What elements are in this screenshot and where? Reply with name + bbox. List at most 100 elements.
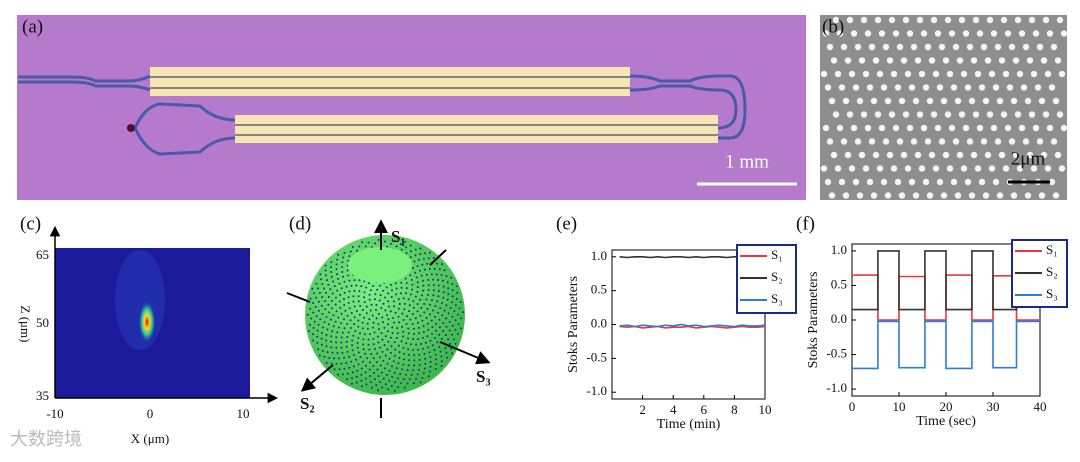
sphere-dot bbox=[359, 332, 361, 335]
sem-dot bbox=[896, 43, 904, 51]
sphere-dot bbox=[392, 360, 395, 363]
sphere-dot bbox=[395, 367, 398, 370]
sem-dot bbox=[898, 192, 906, 199]
sphere-dot bbox=[337, 277, 339, 280]
sphere-dot bbox=[317, 348, 320, 351]
sem-dot bbox=[992, 84, 1000, 91]
sphere-dot bbox=[403, 352, 406, 355]
axes bbox=[286, 219, 491, 418]
sphere-dot bbox=[405, 252, 408, 255]
sphere-dot bbox=[432, 289, 435, 292]
sphere-dot bbox=[343, 298, 345, 300]
sphere-dot bbox=[424, 252, 426, 255]
sphere-dot bbox=[427, 278, 430, 281]
sphere-dot bbox=[408, 304, 411, 307]
sem-dot bbox=[862, 165, 870, 172]
sphere-dot bbox=[353, 323, 356, 325]
sphere-dot bbox=[442, 285, 445, 288]
sphere-dot bbox=[404, 373, 407, 376]
sem-dot bbox=[1004, 30, 1012, 37]
sem-dot bbox=[1060, 124, 1068, 132]
scale-label: 1 mm bbox=[725, 151, 769, 172]
legend-label: S₃ bbox=[771, 291, 783, 306]
sphere-dot bbox=[331, 351, 334, 354]
sphere-dot bbox=[403, 302, 406, 305]
sphere-dot bbox=[325, 361, 328, 364]
sphere-dot bbox=[445, 275, 448, 278]
sphere-dot bbox=[334, 296, 337, 299]
panel-label: (e) bbox=[556, 213, 577, 234]
sem-dot bbox=[916, 111, 924, 118]
sphere-dot bbox=[432, 294, 435, 297]
y-tick-label: 0.5 bbox=[591, 282, 607, 297]
sem-dot bbox=[974, 70, 982, 78]
sphere-dot bbox=[427, 375, 430, 378]
series-line bbox=[852, 320, 1040, 370]
sphere-dot bbox=[368, 368, 371, 371]
sem-dot bbox=[884, 192, 892, 199]
sphere-dot bbox=[406, 369, 409, 372]
sphere-dot bbox=[405, 287, 408, 290]
sphere-dot bbox=[321, 296, 324, 299]
sphere-dot bbox=[328, 311, 331, 314]
sphere-dot bbox=[413, 354, 416, 357]
sphere-dot bbox=[422, 372, 425, 375]
sphere-dot bbox=[384, 383, 387, 386]
sem-dot bbox=[970, 57, 978, 64]
sem-dot bbox=[1008, 43, 1016, 51]
sphere-dot bbox=[375, 361, 378, 364]
sphere-dot bbox=[357, 337, 360, 339]
x-tick-label: 8 bbox=[731, 402, 738, 417]
sphere-dot bbox=[357, 295, 360, 298]
sphere-dot bbox=[419, 253, 422, 256]
sphere-dot bbox=[346, 336, 349, 338]
sphere-dot bbox=[360, 385, 363, 388]
sphere-dot bbox=[443, 309, 446, 312]
sphere-dot bbox=[380, 307, 383, 309]
sphere-dot bbox=[325, 291, 328, 294]
sem-dot bbox=[1032, 124, 1040, 132]
sphere-dot bbox=[345, 285, 348, 288]
sphere-dot bbox=[312, 339, 314, 342]
sphere-dot bbox=[336, 258, 339, 261]
sem-dot bbox=[870, 192, 878, 199]
sphere-dot bbox=[412, 348, 414, 351]
sphere-dot bbox=[421, 294, 424, 297]
sphere-dot bbox=[326, 328, 329, 331]
sphere-dot bbox=[397, 362, 400, 365]
sem-dot bbox=[938, 138, 946, 145]
sphere-dot bbox=[318, 291, 321, 294]
sphere-dot bbox=[401, 325, 404, 328]
sphere-dot bbox=[402, 335, 404, 338]
sem-dot bbox=[1054, 57, 1062, 64]
sphere-dot bbox=[313, 320, 316, 323]
x-tick-label: 0 bbox=[849, 399, 856, 414]
sphere-dot bbox=[355, 375, 358, 378]
sphere-dot bbox=[413, 260, 416, 263]
sem-dot bbox=[1056, 16, 1064, 24]
sem-dot bbox=[1052, 97, 1060, 105]
sphere-dot bbox=[389, 283, 392, 286]
sem-dot bbox=[934, 30, 942, 37]
sphere-dot bbox=[327, 283, 330, 286]
sphere-dot bbox=[414, 248, 417, 251]
sem-dot bbox=[910, 43, 918, 51]
sphere-dot bbox=[381, 338, 384, 341]
sphere-dot bbox=[405, 246, 408, 249]
sphere-dot bbox=[325, 316, 328, 318]
sphere-dot bbox=[394, 311, 397, 314]
sem-dot bbox=[834, 165, 842, 172]
sphere-dot bbox=[408, 378, 411, 381]
sphere-dot bbox=[446, 356, 449, 359]
sem-dot bbox=[1060, 30, 1068, 37]
sphere-dot bbox=[329, 318, 332, 321]
sphere-dot bbox=[403, 386, 406, 389]
sem-dot bbox=[948, 124, 956, 132]
sphere-dot bbox=[400, 248, 403, 251]
sphere-dot bbox=[447, 312, 450, 315]
sem-dot bbox=[906, 124, 914, 132]
sphere-dot bbox=[451, 283, 454, 285]
sphere-dot bbox=[367, 338, 370, 341]
x-tick-label: 0 bbox=[147, 406, 154, 421]
sem-dot bbox=[948, 30, 956, 37]
